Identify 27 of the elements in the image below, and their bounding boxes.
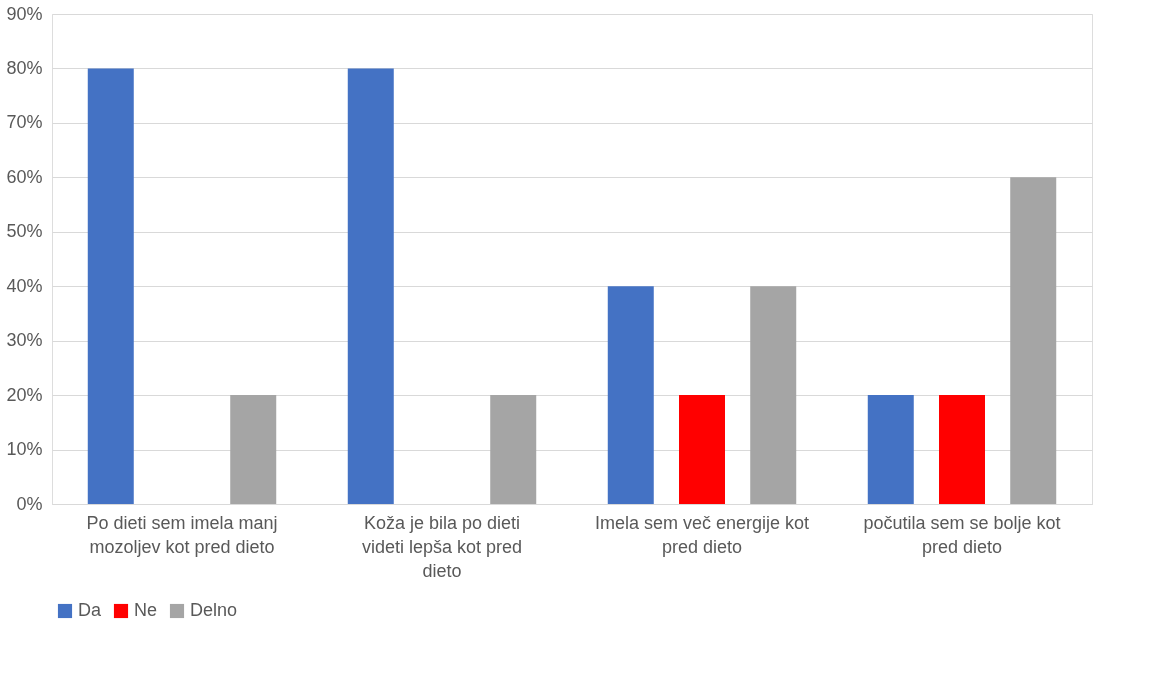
y-tick-label: 20% — [6, 384, 43, 405]
legend-label: Ne — [134, 600, 158, 620]
legend-label: Da — [78, 600, 102, 620]
y-tick-label: 90% — [6, 3, 43, 24]
y-tick-label: 40% — [6, 275, 43, 296]
y-tick-label: 10% — [6, 439, 43, 460]
bar — [230, 395, 277, 504]
y-tick-label: 70% — [6, 112, 43, 133]
y-tick-label: 30% — [6, 330, 43, 351]
bar — [490, 395, 537, 504]
y-tick-label: 80% — [6, 57, 43, 78]
bar — [607, 286, 654, 504]
y-tick-label: 60% — [6, 166, 43, 187]
legend-label: Delno — [190, 600, 238, 620]
bar — [939, 395, 985, 504]
bar — [347, 68, 394, 504]
y-tick-label: 0% — [16, 493, 43, 514]
bar — [867, 395, 914, 504]
x-tick-label: Koža je bila po dieti videti lepša kot pred dieto — [361, 512, 523, 581]
bar — [679, 395, 725, 504]
x-tick-label: počutila sem se bolje kot pred dieto — [863, 512, 1061, 557]
x-tick-label: Imela sem več energije kot pred dieto — [594, 512, 810, 557]
x-tick-label: Po dieti sem imela manj mozoljev kot pred dieto — [86, 512, 278, 557]
bar — [750, 286, 797, 504]
bar — [1010, 177, 1057, 504]
y-tick-label: 50% — [6, 221, 43, 242]
bar — [87, 68, 134, 504]
